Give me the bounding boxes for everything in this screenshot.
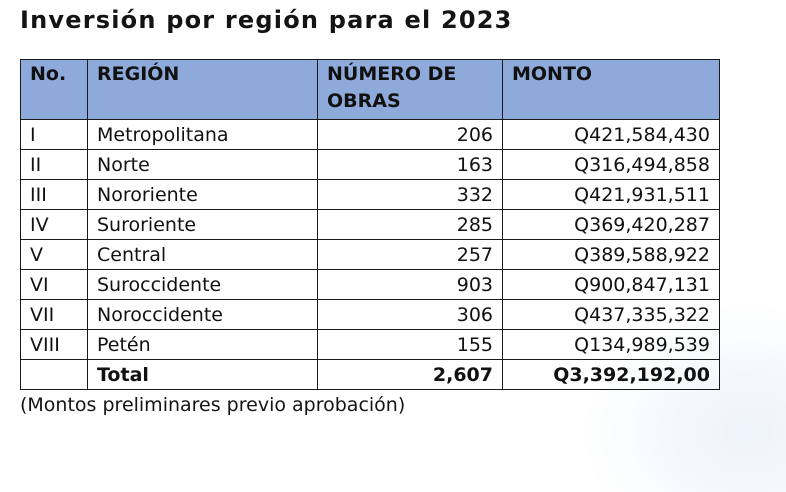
total-obras: 2,607 xyxy=(317,359,503,390)
cell-region: Petén xyxy=(87,329,318,360)
table-row: VI Suroccidente 903 Q900,847,131 xyxy=(20,269,720,300)
total-monto: Q3,392,192,00 xyxy=(502,359,720,390)
cell-obras: 332 xyxy=(317,179,503,210)
cell-obras: 206 xyxy=(317,119,503,150)
table-row: III Nororiente 332 Q421,931,511 xyxy=(20,179,720,210)
table-row: IV Suroriente 285 Q369,420,287 xyxy=(20,209,720,240)
cell-obras: 155 xyxy=(317,329,503,360)
cell-monto: Q421,584,430 xyxy=(502,119,720,150)
cell-obras: 257 xyxy=(317,239,503,270)
cell-region: Nororiente xyxy=(87,179,318,210)
footnote: (Montos preliminares previo aprobación) xyxy=(20,394,406,416)
cell-region: Suroccidente xyxy=(87,269,318,300)
document-title: Inversión por región para el 2023 xyxy=(20,6,513,34)
cell-region: Suroriente xyxy=(87,209,318,240)
cell-region: Central xyxy=(87,239,318,270)
cell-monto: Q316,494,858 xyxy=(502,149,720,180)
cell-obras: 163 xyxy=(317,149,503,180)
cell-obras: 903 xyxy=(317,269,503,300)
cell-no: VIII xyxy=(20,329,88,360)
cell-no: VI xyxy=(20,269,88,300)
header-obras: NÚMERO DE OBRAS xyxy=(317,59,503,120)
cell-obras: 285 xyxy=(317,209,503,240)
table-total-row: Total 2,607 Q3,392,192,00 xyxy=(20,359,720,390)
total-label: Total xyxy=(87,359,318,390)
cell-no: II xyxy=(20,149,88,180)
header-monto: MONTO xyxy=(502,59,720,120)
header-no: No. xyxy=(20,59,88,120)
cell-monto: Q134,989,539 xyxy=(502,329,720,360)
cell-monto: Q421,931,511 xyxy=(502,179,720,210)
table-header-row: No. REGIÓN NÚMERO DE OBRAS MONTO xyxy=(20,59,720,120)
table-row: VII Noroccidente 306 Q437,335,322 xyxy=(20,299,720,330)
cell-no: IV xyxy=(20,209,88,240)
cell-no: VII xyxy=(20,299,88,330)
table-row: VIII Petén 155 Q134,989,539 xyxy=(20,329,720,360)
cell-no: III xyxy=(20,179,88,210)
cell-obras: 306 xyxy=(317,299,503,330)
cell-region: Metropolitana xyxy=(87,119,318,150)
cell-region: Norte xyxy=(87,149,318,180)
total-no xyxy=(20,359,88,390)
table-row: I Metropolitana 206 Q421,584,430 xyxy=(20,119,720,150)
cell-no: V xyxy=(20,239,88,270)
cell-monto: Q389,588,922 xyxy=(502,239,720,270)
cell-region: Noroccidente xyxy=(87,299,318,330)
cell-monto: Q900,847,131 xyxy=(502,269,720,300)
cell-monto: Q437,335,322 xyxy=(502,299,720,330)
investment-table: No. REGIÓN NÚMERO DE OBRAS MONTO I Metro… xyxy=(20,59,720,390)
cell-no: I xyxy=(20,119,88,150)
table-row: II Norte 163 Q316,494,858 xyxy=(20,149,720,180)
cell-monto: Q369,420,287 xyxy=(502,209,720,240)
header-region: REGIÓN xyxy=(87,59,318,120)
table-row: V Central 257 Q389,588,922 xyxy=(20,239,720,270)
